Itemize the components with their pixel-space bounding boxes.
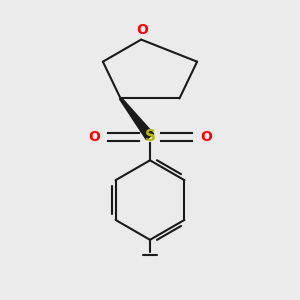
- Polygon shape: [120, 98, 154, 140]
- Text: S: S: [145, 129, 155, 144]
- Text: O: O: [200, 130, 212, 144]
- Text: O: O: [88, 130, 100, 144]
- Text: O: O: [137, 22, 148, 37]
